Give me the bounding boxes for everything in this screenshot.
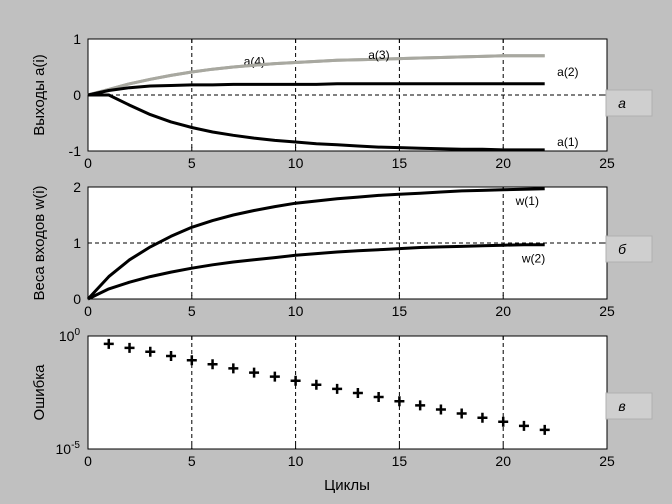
series-label-w(1): w(1) [515, 194, 539, 208]
y-tick-label: -1 [69, 143, 82, 159]
panel-badge [605, 89, 653, 117]
x-tick-label: 0 [84, 453, 92, 469]
x-tick-label: 5 [188, 453, 196, 469]
x-tick-label: 20 [495, 155, 511, 171]
error-point [415, 400, 426, 411]
x-tick-label: 25 [599, 453, 615, 469]
x-tick-label: 20 [495, 303, 511, 319]
series-line-a(2) [87, 82, 545, 97]
series-label-a(1): a(1) [557, 135, 578, 149]
error-point [249, 367, 260, 378]
y-tick-label: 1 [73, 235, 81, 251]
y-axis-label: Ошибка [31, 364, 48, 421]
y-tick-label: 100 [59, 327, 81, 344]
x-tick-label: 25 [599, 303, 615, 319]
error-panel: 0 5 10 15 20 25 100 10-5 Ошибка в [31, 327, 653, 469]
panel-badge-label: б [618, 241, 627, 257]
error-point [394, 396, 405, 407]
error-point [539, 424, 550, 435]
x-tick-label: 15 [392, 303, 408, 319]
y-tick-label: 1 [73, 31, 81, 47]
error-point [477, 412, 488, 423]
panel-badge-label: a [618, 95, 626, 111]
y-tick-label: 0 [73, 87, 81, 103]
error-point [207, 359, 218, 370]
error-point [103, 338, 114, 349]
error-point [373, 391, 384, 402]
y-tick-label: 10-5 [56, 440, 81, 457]
error-point [518, 420, 529, 431]
series-line-w(1) [86, 187, 545, 301]
error-point [186, 355, 197, 366]
x-tick-label: 25 [599, 155, 615, 171]
x-tick-label: 10 [288, 303, 304, 319]
error-point [145, 346, 156, 357]
error-point [166, 351, 177, 362]
x-tick-label: 0 [84, 155, 92, 171]
x-tick-label: 0 [84, 303, 92, 319]
y-tick-label: 2 [73, 179, 81, 195]
y-tick-label: 0 [73, 291, 81, 307]
error-point [311, 379, 322, 390]
series-line-a(1) [88, 93, 545, 152]
series-label-a(3): a(3) [368, 48, 389, 62]
series-label-w(2): w(2) [521, 252, 545, 266]
series-label-a(2): a(2) [557, 65, 578, 79]
error-point [228, 363, 239, 374]
plot-area [88, 336, 607, 449]
x-tick-label: 10 [288, 155, 304, 171]
x-tick-label: 20 [495, 453, 511, 469]
error-point [435, 404, 446, 415]
y-axis-label: Веса входов w(i) [31, 185, 48, 300]
error-point [290, 375, 301, 386]
series-line-w(2) [87, 243, 545, 301]
weights-panel: 0 5 10 15 20 25 0 1 2 Веса входов w(i) w(1) w(2) б [31, 179, 653, 319]
error-point [352, 388, 363, 399]
x-tick-label: 15 [392, 453, 408, 469]
error-point [456, 408, 467, 419]
series-line-a(3) [87, 54, 545, 97]
panel-badge [605, 235, 653, 263]
error-point [269, 371, 280, 382]
x-axis-label: Циклы [324, 477, 370, 494]
y-axis-label: Выходы a(i) [31, 54, 48, 136]
x-tick-label: 15 [392, 155, 408, 171]
error-point [332, 383, 343, 394]
panel-badge-label: в [618, 398, 625, 414]
x-tick-label: 5 [188, 303, 196, 319]
panel-badge [605, 392, 653, 420]
error-point [498, 416, 509, 427]
x-tick-label: 10 [288, 453, 304, 469]
x-tick-label: 5 [188, 155, 196, 171]
error-point [124, 342, 135, 353]
